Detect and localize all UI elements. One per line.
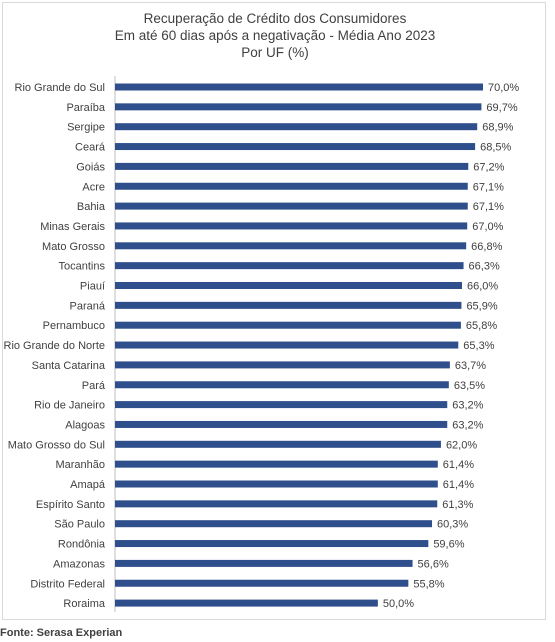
value-label: 67,0% bbox=[472, 221, 503, 233]
bar bbox=[115, 242, 467, 250]
value-label: 56,6% bbox=[418, 558, 449, 570]
bar bbox=[115, 282, 462, 289]
value-label: 63,7% bbox=[455, 360, 486, 372]
bar bbox=[115, 599, 378, 607]
value-label: 63,5% bbox=[454, 380, 485, 392]
value-label: 65,3% bbox=[463, 340, 494, 352]
value-label: 61,4% bbox=[443, 479, 474, 491]
category-label: Espírito Santo bbox=[36, 499, 105, 511]
category-label: Goiás bbox=[76, 161, 105, 173]
value-label: 66,8% bbox=[471, 241, 502, 253]
bar bbox=[115, 143, 476, 151]
category-label: Mato Grosso do Sul bbox=[8, 439, 105, 451]
value-label: 70,0% bbox=[488, 82, 519, 94]
category-label: São Paulo bbox=[54, 519, 105, 531]
value-label: 61,3% bbox=[442, 499, 473, 511]
category-label: Amazonas bbox=[53, 558, 105, 570]
value-label: 61,4% bbox=[443, 459, 474, 471]
bar bbox=[115, 202, 468, 210]
bar bbox=[115, 321, 461, 329]
category-label: Pernambuco bbox=[43, 320, 105, 332]
bar bbox=[115, 500, 438, 508]
value-label: 66,3% bbox=[469, 261, 500, 273]
source-note: Fonte: Serasa Experian bbox=[0, 627, 123, 639]
category-label: Rio Grande do Norte bbox=[4, 340, 106, 352]
value-label: 63,2% bbox=[452, 400, 483, 412]
bar bbox=[115, 579, 409, 587]
category-label: Piauí bbox=[80, 281, 105, 293]
bar bbox=[115, 520, 433, 528]
chart-title-line-1: Recuperação de Crédito dos Consumidores bbox=[143, 11, 407, 26]
value-label: 63,2% bbox=[452, 419, 483, 431]
bar bbox=[115, 540, 429, 548]
category-label: Roraima bbox=[63, 598, 105, 610]
category-label: Paraíba bbox=[66, 102, 105, 114]
category-label: Pará bbox=[82, 380, 106, 392]
category-label: Alagoas bbox=[65, 419, 105, 431]
category-label: Tocantins bbox=[59, 261, 106, 273]
chart-title: Recuperação de Crédito dos Consumidores … bbox=[0, 10, 550, 61]
bar bbox=[115, 559, 413, 567]
category-label: Bahia bbox=[77, 201, 106, 213]
bar bbox=[115, 460, 438, 468]
bar bbox=[115, 123, 478, 131]
category-label: Amapá bbox=[70, 479, 106, 491]
bar bbox=[115, 381, 449, 389]
bar bbox=[115, 83, 483, 91]
value-label: 65,9% bbox=[466, 300, 497, 312]
value-label: 62,0% bbox=[446, 439, 477, 451]
value-label: 50,0% bbox=[383, 598, 414, 610]
value-label: 59,6% bbox=[433, 539, 464, 551]
bar bbox=[115, 440, 441, 448]
bar bbox=[115, 361, 450, 369]
value-label: 69,7% bbox=[486, 102, 517, 114]
bar-chart: Rio Grande do Sul 70,0% Paraíba 69,7% Sergip… bbox=[4, 76, 519, 612]
bar bbox=[115, 401, 448, 409]
value-label: 65,8% bbox=[466, 320, 497, 332]
category-label: Distrito Federal bbox=[30, 578, 105, 590]
category-label: Santa Catarina bbox=[32, 360, 106, 372]
value-label: 68,5% bbox=[480, 142, 511, 154]
bar bbox=[115, 162, 469, 170]
value-label: 67,1% bbox=[473, 201, 504, 213]
chart-frame bbox=[2, 2, 546, 620]
chart-title-line-3: Por UF (%) bbox=[241, 45, 309, 60]
value-label: 60,3% bbox=[437, 519, 468, 531]
category-label: Paraná bbox=[70, 300, 106, 312]
value-label: 68,9% bbox=[482, 122, 513, 134]
bar bbox=[115, 480, 438, 488]
category-label: Ceará bbox=[75, 142, 106, 154]
bar bbox=[115, 420, 448, 428]
bar bbox=[115, 222, 468, 230]
bar bbox=[115, 103, 482, 111]
category-label: Rio de Janeiro bbox=[34, 400, 105, 412]
value-label: 66,0% bbox=[467, 281, 498, 293]
bar bbox=[115, 262, 464, 270]
value-label: 67,2% bbox=[473, 161, 504, 173]
bar bbox=[115, 182, 468, 190]
chart-title-line-2: Em até 60 dias após a negativação - Médi… bbox=[114, 28, 436, 43]
bar bbox=[115, 301, 462, 309]
category-label: Minas Gerais bbox=[40, 221, 105, 233]
category-label: Mato Grosso bbox=[42, 241, 105, 253]
category-label: Rio Grande do Sul bbox=[15, 82, 106, 94]
value-label: 67,1% bbox=[473, 181, 504, 193]
category-label: Sergipe bbox=[67, 122, 105, 134]
category-label: Rondônia bbox=[58, 539, 106, 551]
value-label: 55,8% bbox=[413, 578, 444, 590]
category-label: Maranhão bbox=[55, 459, 105, 471]
bar bbox=[115, 341, 459, 349]
category-label: Acre bbox=[82, 181, 105, 193]
